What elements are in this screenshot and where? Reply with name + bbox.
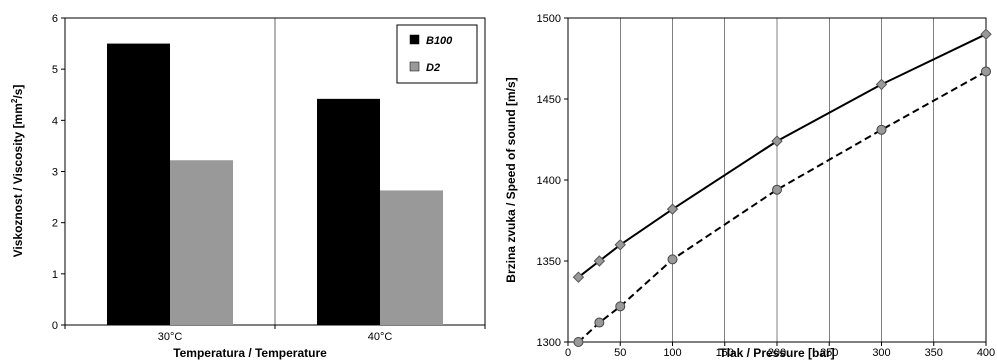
y-tick-label: 1400	[537, 175, 561, 187]
y-tick-label: 3	[52, 167, 58, 179]
x-tick-label: 100	[663, 347, 681, 359]
marker-circle	[667, 254, 678, 265]
y-tick-label: 1300	[537, 337, 561, 349]
x-tick-label: 50	[614, 347, 626, 359]
y-tick-label: 1350	[537, 256, 561, 268]
marker-diamond	[875, 78, 888, 91]
series-line-2	[577, 70, 987, 343]
bar-d2-2	[380, 190, 443, 325]
plot-area-2	[567, 17, 987, 343]
x-tick-label: 300	[872, 347, 890, 359]
marker-circle	[772, 184, 782, 195]
marker-circle	[876, 124, 887, 135]
bar-b100-2	[317, 98, 380, 326]
bar-b100-1	[107, 43, 170, 325]
marker-diamond	[771, 135, 783, 147]
marker-diamond	[593, 255, 606, 267]
y-tick-label: 1450	[537, 94, 561, 106]
marker-circle	[615, 301, 626, 312]
legend-box	[396, 24, 478, 84]
y-axis-title-2: Brzina zvuka / Speed of sound [m/s]	[504, 77, 518, 282]
y-tick-label: 0	[52, 320, 58, 332]
x-axis-title: Temperatura / Temperature	[173, 346, 327, 360]
y-tick-label: 1500	[537, 13, 561, 25]
marker-diamond	[614, 239, 626, 251]
y-tick-label: 2	[52, 218, 58, 230]
y-tick-label: 1	[52, 269, 58, 281]
y-tick-label: 5	[52, 64, 58, 76]
y-tick-label: 6	[52, 13, 58, 25]
legend-label-d2: D2	[426, 62, 440, 74]
x-tick-label: 40°C	[368, 331, 393, 343]
x-tick-label: 0	[565, 347, 571, 359]
legend-swatch-d2	[409, 61, 420, 72]
marker-circle	[594, 317, 605, 328]
bar-d2-1	[170, 160, 233, 325]
y-tick-label: 4	[52, 115, 58, 127]
x-tick-label: 250	[820, 347, 838, 359]
x-axis-title-2: Tlak / Pressure [bar]	[719, 346, 834, 360]
marker-circle	[573, 337, 584, 347]
x-tick-label: 30°C	[158, 331, 183, 343]
marker-circle	[981, 66, 991, 77]
y-axis-title: Viskoznost / Viscosity [mm2/s]	[10, 85, 25, 258]
series-line-1	[577, 33, 987, 278]
legend-label-b100: B100	[426, 35, 453, 47]
x-tick-label: 350	[925, 347, 943, 359]
x-tick-label: 400	[977, 347, 995, 359]
marker-diamond	[666, 203, 679, 215]
marker-diamond	[572, 271, 585, 283]
viscosity-bar-chart: 0 1 2 3 4 5 6 30°C 40°C B100 D2 Temperatura / Te…	[10, 13, 486, 360]
x-tick-label: 150	[716, 347, 734, 359]
x-tick-label: 200	[768, 347, 786, 359]
legend: B100 D2	[396, 24, 478, 84]
marker-diamond	[980, 28, 992, 40]
legend-swatch-b100	[409, 34, 420, 45]
